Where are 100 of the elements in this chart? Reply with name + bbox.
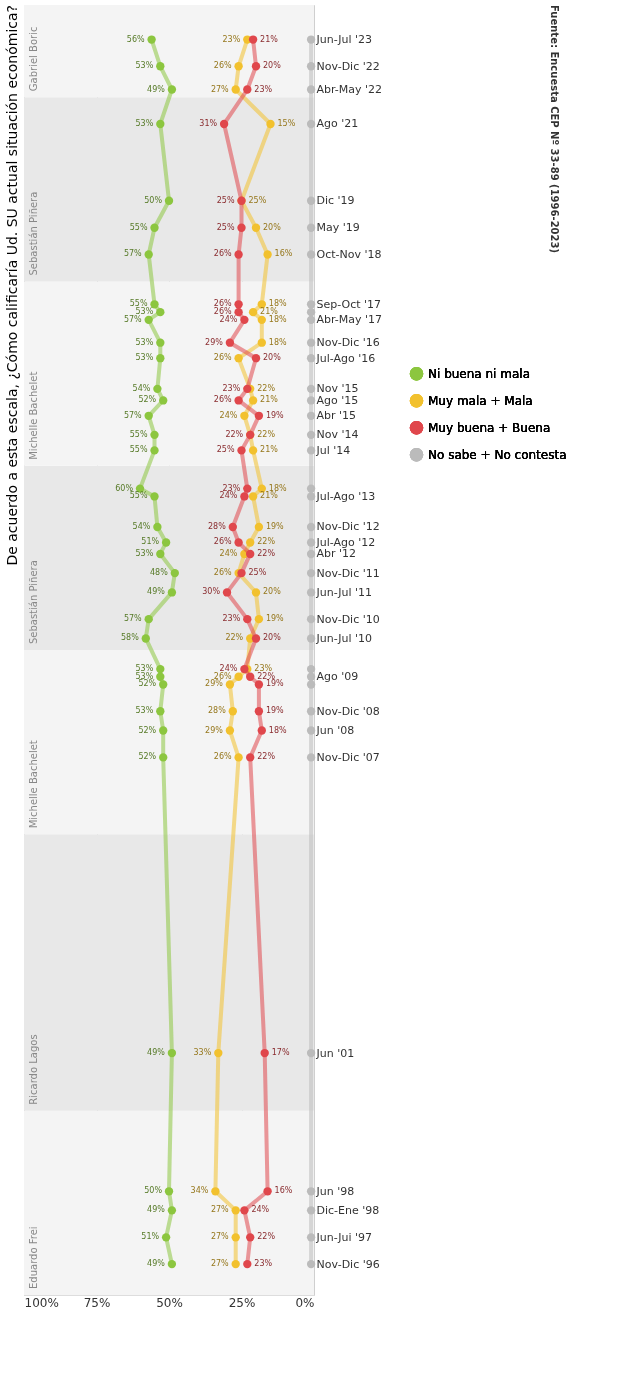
y-tick-label: Nov-Dic '08	[316, 704, 380, 718]
data-label: 22%	[257, 429, 276, 439]
y-tick-label: Nov-Dic '11	[316, 566, 380, 580]
data-label: 21%	[260, 445, 279, 455]
data-label: 49%	[147, 1048, 166, 1058]
data-label: 53%	[135, 664, 154, 674]
data-label: 51%	[141, 537, 160, 547]
data-label: 52%	[138, 752, 157, 762]
data-label: 30%	[202, 587, 221, 597]
data-label: 22%	[225, 633, 244, 643]
data-label: 33%	[193, 1048, 212, 1058]
data-label: 27%	[210, 1205, 230, 1215]
data-label: 27%	[210, 1232, 230, 1242]
data-label: 55%	[129, 299, 148, 309]
data-label: 26%	[213, 353, 232, 363]
data-label: 53%	[135, 118, 154, 128]
data-label: 24%	[251, 1205, 270, 1215]
data-label: 49%	[147, 1205, 166, 1215]
y-tick-label: Jul-Ago '16	[315, 351, 376, 365]
data-label: 26%	[213, 307, 232, 317]
data-label: 48%	[150, 568, 169, 578]
data-label: 22%	[257, 752, 276, 762]
data-label: 24%	[219, 664, 238, 674]
band-label: Sebastián Piñera	[28, 191, 39, 276]
legend-label: No sabe + No contesta	[428, 447, 567, 462]
data-label: 16%	[274, 249, 293, 259]
band-label: Michelle Bachelet	[28, 371, 39, 460]
data-label: 52%	[138, 679, 157, 689]
data-label: 26%	[213, 568, 232, 578]
data-label: 21%	[260, 491, 279, 501]
data-label: 54%	[132, 521, 151, 531]
data-label: 23%	[222, 383, 241, 393]
data-label: 24%	[219, 314, 238, 324]
data-label: 20%	[263, 222, 282, 232]
y-tick-label: Jul '14	[315, 443, 351, 457]
band-label: Gabriel Boric	[28, 26, 39, 92]
band-label: Michelle Bachelet	[28, 740, 39, 829]
data-label: 55%	[129, 429, 148, 439]
data-label: 31%	[199, 118, 218, 128]
data-label: 29%	[205, 679, 224, 689]
data-label: 49%	[147, 1259, 166, 1269]
data-label: 51%	[141, 1232, 160, 1242]
data-label: 23%	[222, 483, 241, 493]
data-label: 55%	[129, 491, 148, 501]
band-label: Sebastián Piñera	[28, 560, 39, 645]
data-label: 57%	[123, 314, 143, 324]
band-label: Eduardo Frei	[28, 1226, 39, 1289]
data-label: 53%	[135, 548, 154, 558]
data-label: 19%	[265, 410, 285, 420]
data-label: 22%	[257, 1232, 276, 1242]
y-tick-label: Jun '01	[315, 1046, 355, 1060]
data-label: 23%	[254, 84, 273, 94]
x-tick-label: 100%	[24, 1295, 59, 1310]
data-label: 25%	[216, 195, 235, 205]
data-label: 29%	[205, 337, 224, 347]
data-label: 26%	[213, 61, 232, 71]
legend-label: Ni buena ni mala	[428, 366, 530, 381]
y-tick-label: Abr '15	[316, 409, 357, 423]
data-label: 22%	[257, 548, 276, 558]
x-tick-label: 50%	[156, 1295, 183, 1310]
y-tick-label: Jun-Jul '10	[315, 631, 373, 645]
data-label: 55%	[129, 222, 148, 232]
y-tick-label: Dic-Ene '98	[316, 1203, 380, 1217]
y-tick-label: Jun '98	[315, 1184, 355, 1198]
data-label: 21%	[260, 395, 279, 405]
y-tick-label: Jun-Jul '11	[315, 585, 373, 599]
data-label: 23%	[222, 614, 241, 624]
source-note: Fuente: Encuesta CEP Nº 33-89 (1996-2023)	[549, 5, 560, 254]
data-label: 52%	[138, 725, 157, 735]
data-label: 18%	[268, 483, 287, 493]
x-tick-label: 0%	[295, 1295, 315, 1310]
data-label: 54%	[132, 383, 151, 393]
data-label: 17%	[271, 1048, 290, 1058]
data-label: 19%	[265, 706, 285, 716]
data-label: 18%	[268, 299, 287, 309]
y-tick-label: Jul-Ago '12	[315, 535, 376, 549]
data-label: 53%	[135, 706, 154, 716]
data-label: 49%	[147, 84, 166, 94]
data-label: 27%	[210, 1259, 230, 1269]
data-label: 18%	[268, 314, 287, 324]
data-label: 25%	[248, 568, 267, 578]
data-label: 25%	[216, 445, 235, 455]
data-label: 53%	[135, 307, 154, 317]
data-label: 25%	[216, 222, 235, 232]
data-label: 19%	[265, 614, 285, 624]
y-tick-label: Abr-May '17	[316, 313, 383, 327]
data-label: 22%	[257, 671, 276, 681]
y-tick-label: Oct-Nov '18	[316, 248, 382, 261]
y-tick-label: May '19	[316, 221, 360, 235]
y-tick-label: Nov-Dic '16	[316, 336, 380, 350]
data-label: 49%	[147, 587, 166, 597]
data-label: 22%	[225, 429, 244, 439]
data-label: 53%	[135, 353, 154, 363]
data-label: 53%	[135, 671, 154, 681]
y-tick-label: Nov-Dic '10	[316, 612, 380, 626]
data-label: 20%	[263, 61, 282, 71]
data-label: 22%	[257, 537, 276, 547]
data-label: 24%	[219, 548, 238, 558]
data-label: 26%	[213, 249, 232, 259]
y-tick-label: Jul-Ago '13	[315, 489, 376, 503]
